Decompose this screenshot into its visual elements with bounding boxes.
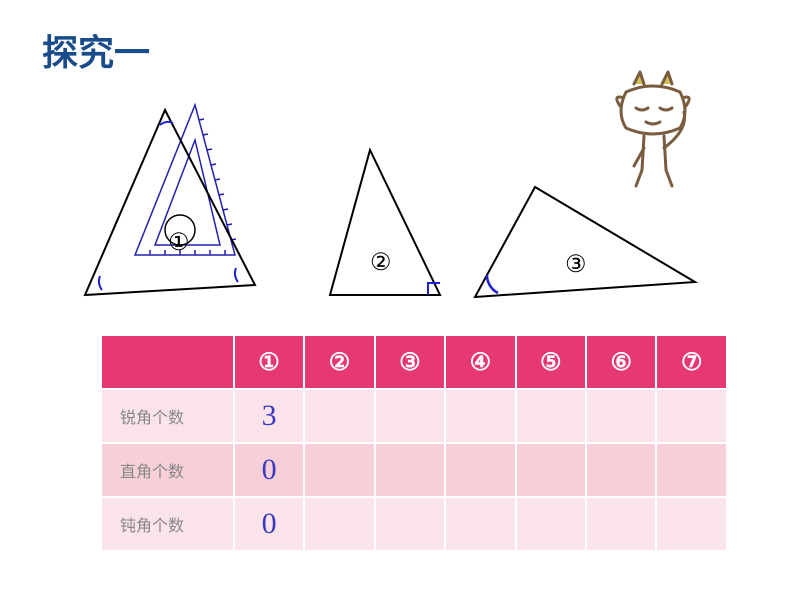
row-label: 直角个数 — [101, 443, 234, 497]
row-label: 钝角个数 — [101, 497, 234, 551]
col-header: ① — [234, 335, 304, 389]
table-cell — [656, 497, 727, 551]
col-header: ⑥ — [586, 335, 656, 389]
triangle-1-label: ① — [168, 230, 190, 256]
table-row: 直角个数0 — [101, 443, 727, 497]
table-cell — [516, 443, 586, 497]
triangle-2: ② — [310, 140, 470, 310]
header-blank — [101, 335, 234, 389]
table-row: 钝角个数0 — [101, 497, 727, 551]
angle-count-table: ①②③④⑤⑥⑦ 锐角个数3直角个数0钝角个数0 — [100, 334, 728, 552]
table-cell: 0 — [234, 497, 304, 551]
page-title: 探究一 — [42, 24, 150, 76]
col-header: ② — [304, 335, 374, 389]
table-cell — [375, 389, 445, 443]
table-row: 锐角个数3 — [101, 389, 727, 443]
table-cell — [516, 389, 586, 443]
col-header: ⑦ — [656, 335, 727, 389]
row-label: 锐角个数 — [101, 389, 234, 443]
table-cell — [304, 497, 374, 551]
triangle-3: ③ — [460, 172, 710, 322]
table-cell — [586, 389, 656, 443]
table-cell — [445, 443, 515, 497]
col-header: ④ — [445, 335, 515, 389]
table-cell — [586, 443, 656, 497]
col-header: ⑤ — [516, 335, 586, 389]
table-cell — [656, 389, 727, 443]
goat-character — [594, 70, 714, 190]
table-cell — [375, 497, 445, 551]
triangle-3-label: ③ — [565, 252, 587, 278]
table-cell — [656, 443, 727, 497]
table-cell — [445, 497, 515, 551]
table-cell: 0 — [234, 443, 304, 497]
table-cell — [304, 443, 374, 497]
col-header: ③ — [375, 335, 445, 389]
table-cell: 3 — [234, 389, 304, 443]
table-cell — [375, 443, 445, 497]
table-cell — [304, 389, 374, 443]
table-cell — [445, 389, 515, 443]
table-cell — [516, 497, 586, 551]
table-cell — [586, 497, 656, 551]
triangle-1: ① — [60, 70, 280, 310]
triangle-2-label: ② — [370, 250, 392, 276]
table-header-row: ①②③④⑤⑥⑦ — [101, 335, 727, 389]
